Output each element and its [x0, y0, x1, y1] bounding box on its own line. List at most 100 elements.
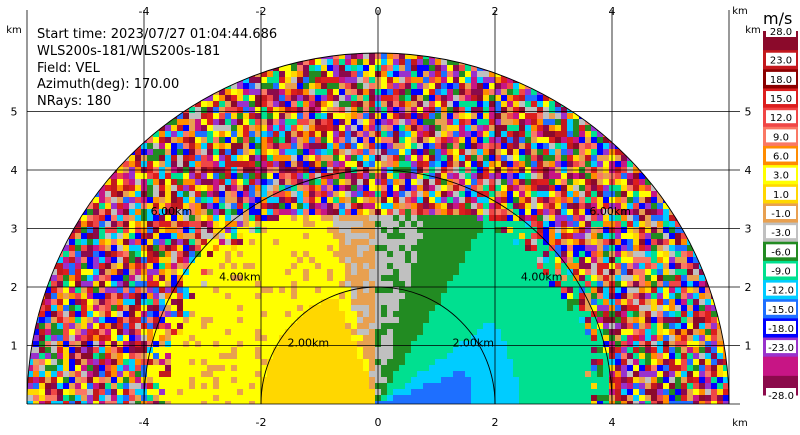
radar-cell — [411, 65, 417, 71]
radar-cell — [315, 65, 321, 71]
radar-cell — [645, 365, 651, 371]
radar-cell — [483, 155, 489, 161]
radar-cell — [231, 89, 237, 95]
radar-cell — [633, 209, 639, 215]
radar-cell — [579, 335, 585, 341]
radar-cell — [105, 305, 111, 311]
radar-cell — [399, 197, 405, 203]
radar-cell — [333, 335, 339, 341]
radar-cell — [159, 365, 165, 371]
radar-cell — [387, 155, 393, 161]
radar-cell — [393, 173, 399, 179]
radar-cell — [435, 263, 441, 269]
radar-cell — [393, 281, 399, 287]
radar-cell — [633, 323, 639, 329]
radar-cell — [567, 233, 573, 239]
radar-cell — [147, 353, 153, 359]
radar-cell — [513, 101, 519, 107]
radar-cell — [219, 233, 225, 239]
radar-cell — [279, 365, 285, 371]
radar-cell — [495, 365, 501, 371]
radar-cell — [435, 131, 441, 137]
radar-cell — [231, 371, 237, 377]
radar-cell — [405, 239, 411, 245]
radar-cell — [39, 353, 45, 359]
radar-cell — [165, 203, 171, 209]
radar-cell — [339, 185, 345, 191]
radar-cell — [171, 173, 177, 179]
radar-cell — [117, 281, 123, 287]
radar-cell — [459, 347, 465, 353]
radar-cell — [153, 197, 159, 203]
radar-cell — [165, 263, 171, 269]
radar-cell — [147, 173, 153, 179]
radar-cell — [489, 173, 495, 179]
radar-cell — [471, 257, 477, 263]
radar-cell — [381, 287, 387, 293]
radar-cell — [189, 173, 195, 179]
radar-cell — [627, 221, 633, 227]
radar-cell — [489, 71, 495, 77]
radar-cell — [465, 341, 471, 347]
radar-cell — [351, 275, 357, 281]
radar-cell — [435, 323, 441, 329]
radar-cell — [225, 89, 231, 95]
radar-cell — [615, 329, 621, 335]
radar-cell — [285, 83, 291, 89]
radar-cell — [201, 215, 207, 221]
radar-cell — [273, 89, 279, 95]
radar-cell — [699, 341, 705, 347]
radar-cell — [435, 239, 441, 245]
radar-cell — [501, 359, 507, 365]
radar-cell — [435, 257, 441, 263]
radar-cell — [411, 353, 417, 359]
radar-cell — [411, 221, 417, 227]
radar-cell — [471, 185, 477, 191]
radar-cell — [645, 347, 651, 353]
radar-cell — [645, 209, 651, 215]
radar-cell — [477, 137, 483, 143]
radar-cell — [627, 293, 633, 299]
radar-cell — [123, 209, 129, 215]
radar-cell — [405, 263, 411, 269]
radar-cell — [219, 269, 225, 275]
radar-cell — [507, 239, 513, 245]
radar-cell — [519, 275, 525, 281]
radar-cell — [513, 251, 519, 257]
radar-cell — [543, 215, 549, 221]
radar-cell — [537, 353, 543, 359]
radar-cell — [273, 329, 279, 335]
radar-cell — [393, 233, 399, 239]
radar-cell — [531, 215, 537, 221]
radar-cell — [459, 131, 465, 137]
radar-cell — [567, 119, 573, 125]
radar-cell — [339, 311, 345, 317]
radar-cell — [567, 275, 573, 281]
radar-cell — [87, 257, 93, 263]
radar-cell — [519, 251, 525, 257]
radar-cell — [291, 209, 297, 215]
radar-cell — [327, 245, 333, 251]
radar-cell — [225, 215, 231, 221]
radar-cell — [381, 317, 387, 323]
radar-cell — [663, 263, 669, 269]
radar-cell — [663, 221, 669, 227]
radar-cell — [309, 125, 315, 131]
radar-cell — [567, 305, 573, 311]
radar-cell — [663, 329, 669, 335]
radar-cell — [447, 95, 453, 101]
radar-cell — [123, 251, 129, 257]
radar-cell — [657, 281, 663, 287]
radar-cell — [201, 269, 207, 275]
radar-cell — [537, 281, 543, 287]
radar-cell — [399, 251, 405, 257]
radar-cell — [549, 221, 555, 227]
radar-cell — [321, 161, 327, 167]
radar-cell — [321, 113, 327, 119]
radar-cell — [387, 287, 393, 293]
radar-cell — [81, 281, 87, 287]
radar-cell — [399, 245, 405, 251]
radar-cell — [405, 221, 411, 227]
radar-cell — [435, 95, 441, 101]
radar-cell — [429, 119, 435, 125]
